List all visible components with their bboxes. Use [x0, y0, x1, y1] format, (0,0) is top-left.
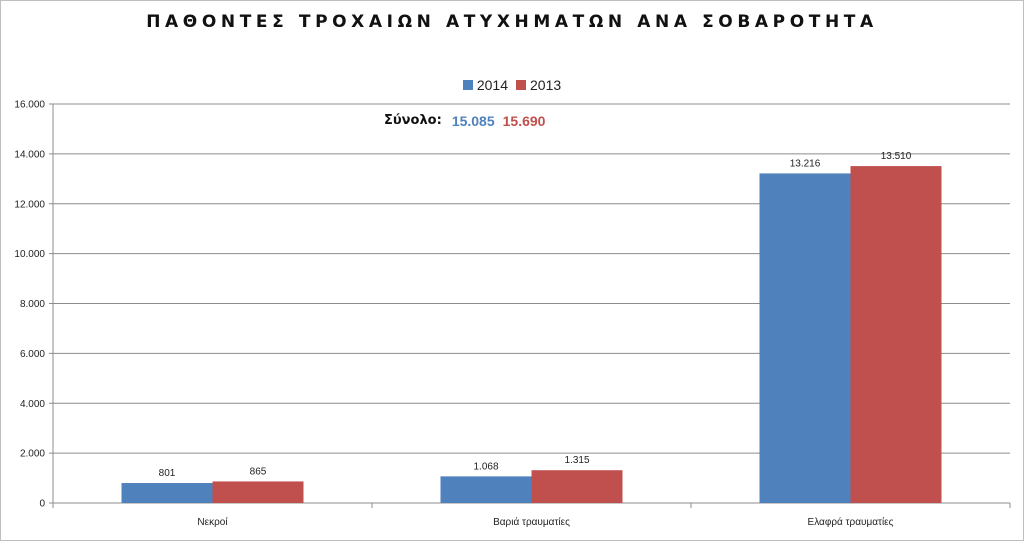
legend-label-2013: 2013	[530, 77, 562, 93]
data-label: 801	[159, 468, 176, 479]
bar-2013	[212, 481, 304, 503]
data-label: 13.510	[881, 151, 912, 162]
y-tick-label: 16.000	[14, 100, 45, 111]
total-2014: 15.085	[451, 113, 495, 129]
x-tick-label: Νεκροί	[197, 516, 228, 528]
chart-legend: 2014 2013	[0, 77, 1024, 93]
data-label: 13.216	[790, 158, 821, 169]
bar-2014	[440, 476, 532, 503]
y-tick-label: 12.000	[14, 199, 45, 210]
y-tick-label: 2.000	[20, 449, 45, 460]
legend-label-2014: 2014	[476, 77, 508, 93]
y-tick-label: 6.000	[20, 349, 45, 360]
bar-2013	[531, 470, 623, 503]
total-2013: 15.690	[502, 113, 546, 129]
bar-2014	[121, 483, 213, 503]
y-tick-label: 10.000	[14, 249, 45, 260]
y-tick-label: 14.000	[14, 149, 45, 160]
data-label: 1.315	[564, 455, 589, 466]
data-label: 1.068	[473, 461, 498, 472]
legend-swatch-2013	[516, 80, 526, 90]
totals-label: Σύνολο:	[384, 113, 442, 128]
x-tick-label: Βαριά τραυματίες	[493, 516, 570, 528]
bar-2014	[759, 173, 851, 503]
y-tick-label: 0	[39, 499, 45, 510]
y-tick-label: 4.000	[20, 399, 45, 410]
x-tick-label: Ελαφρά τραυματίες	[808, 516, 894, 528]
y-tick-label: 8.000	[20, 299, 45, 310]
legend-swatch-2014	[462, 80, 473, 90]
totals-annotation: Σύνολο: 15.085 15.690	[384, 113, 545, 129]
chart-title: ΠΑΘΟΝΤΕΣ ΤΡΟΧΑΙΩΝ ΑΤΥΧΗΜΑΤΩΝ ΑΝΑ ΣΟΒΑΡΟΤ…	[146, 12, 878, 32]
legend-item-2013: 2013	[516, 77, 561, 93]
legend-item-2014: 2014	[462, 77, 508, 93]
data-label: 865	[250, 466, 267, 477]
bar-2013	[850, 166, 942, 504]
